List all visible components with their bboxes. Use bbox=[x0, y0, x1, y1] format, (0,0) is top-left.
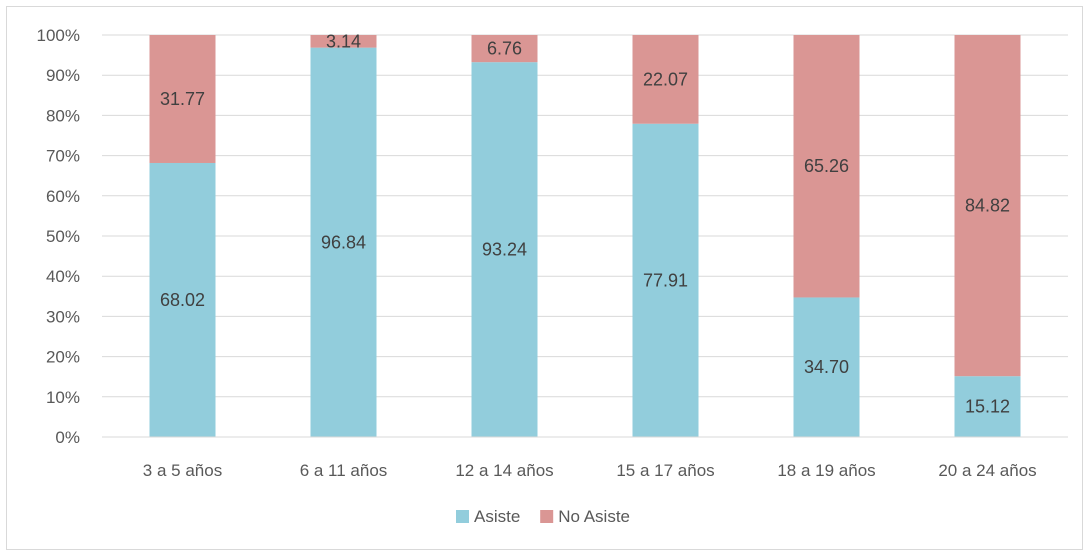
x-tick-label: 3 a 5 años bbox=[143, 461, 222, 480]
legend-label-asiste: Asiste bbox=[474, 507, 520, 526]
y-tick-label: 70% bbox=[46, 147, 80, 166]
y-tick-label: 50% bbox=[46, 227, 80, 246]
bar-asiste bbox=[632, 123, 699, 438]
bar-asiste bbox=[471, 62, 538, 437]
bar-asiste bbox=[793, 297, 860, 437]
x-tick-label: 12 a 14 años bbox=[455, 461, 553, 480]
data-label: 65.26 bbox=[804, 156, 849, 176]
data-label: 34.70 bbox=[804, 357, 849, 377]
legend-swatch-asiste bbox=[456, 510, 469, 523]
y-tick-label: 30% bbox=[46, 307, 80, 326]
bar-asiste bbox=[954, 376, 1021, 437]
legend-swatch-no-asiste bbox=[540, 510, 554, 523]
bar-no-asiste bbox=[632, 35, 699, 124]
y-tick-label: 100% bbox=[37, 26, 80, 45]
data-label: 84.82 bbox=[965, 196, 1010, 216]
y-tick-label: 20% bbox=[46, 348, 80, 367]
y-tick-label: 60% bbox=[46, 187, 80, 206]
bar-no-asiste bbox=[149, 35, 216, 163]
x-tick-label: 6 a 11 años bbox=[300, 461, 388, 480]
x-tick-label: 20 a 24 años bbox=[938, 461, 1036, 480]
legend-label-no-asiste: No Asiste bbox=[558, 507, 630, 526]
y-tick-label: 0% bbox=[55, 428, 80, 447]
y-tick-label: 80% bbox=[46, 106, 80, 125]
bar-asiste bbox=[149, 162, 216, 437]
x-tick-label: 18 a 19 años bbox=[777, 461, 875, 480]
bar-no-asiste bbox=[471, 35, 538, 63]
data-label: 31.77 bbox=[160, 89, 205, 109]
bar-no-asiste bbox=[310, 35, 377, 48]
y-tick-label: 10% bbox=[46, 388, 80, 407]
data-label: 93.24 bbox=[482, 240, 527, 260]
bar-no-asiste bbox=[954, 35, 1021, 377]
y-tick-label: 40% bbox=[46, 267, 80, 286]
data-label: 68.02 bbox=[160, 290, 205, 310]
data-label: 6.76 bbox=[487, 39, 522, 59]
bar-asiste bbox=[310, 47, 377, 437]
bar-no-asiste bbox=[793, 35, 860, 298]
data-label: 96.84 bbox=[321, 232, 366, 252]
data-label: 22.07 bbox=[643, 69, 688, 89]
y-tick-label: 90% bbox=[46, 66, 80, 85]
data-label: 15.12 bbox=[965, 397, 1010, 417]
data-label: 77.91 bbox=[643, 270, 688, 290]
data-label: 3.14 bbox=[326, 31, 361, 51]
x-tick-label: 15 a 17 años bbox=[616, 461, 714, 480]
